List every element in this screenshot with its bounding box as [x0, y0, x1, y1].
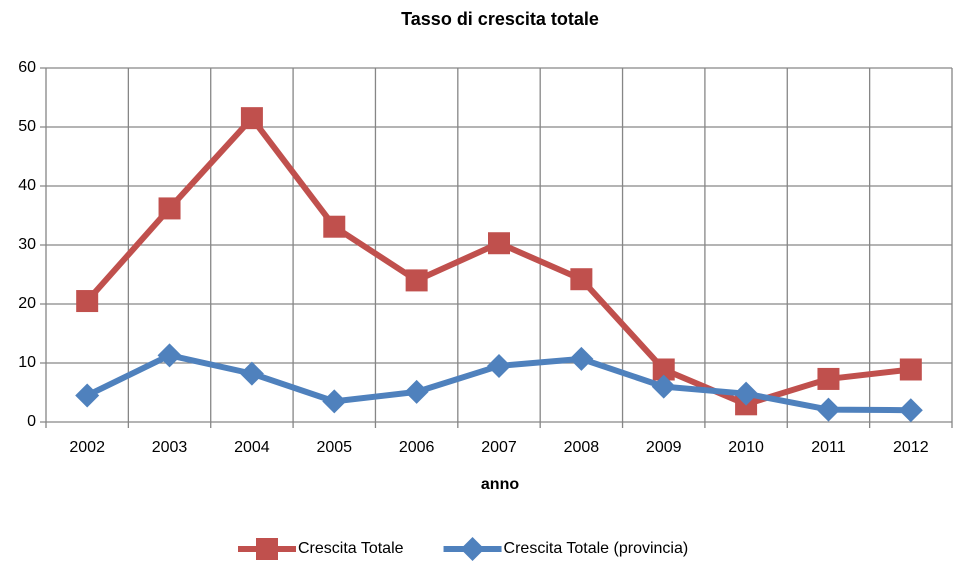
data-point: [816, 397, 841, 422]
x-tick-label: 2005: [316, 439, 352, 456]
x-tick-label: 2004: [234, 439, 270, 456]
y-tick-label: 60: [18, 59, 36, 76]
x-tick-label: 2012: [893, 439, 929, 456]
data-point: [76, 290, 99, 313]
y-tick-label: 0: [27, 413, 36, 430]
data-point: [651, 374, 676, 399]
x-tick-label: 2010: [728, 439, 764, 456]
data-point: [899, 358, 922, 381]
y-tick-label: 30: [18, 236, 36, 253]
legend-label: Crescita Totale (provincia): [504, 540, 689, 557]
data-point: [323, 215, 346, 238]
data-point: [158, 197, 181, 220]
x-axis-label: anno: [481, 476, 519, 493]
y-tick-label: 20: [18, 295, 36, 312]
x-tick-label: 2009: [646, 439, 682, 456]
legend-marker: [256, 538, 278, 560]
data-point: [488, 232, 510, 255]
data-point: [322, 389, 347, 414]
x-tick-label: 2002: [69, 439, 105, 456]
data-point: [240, 107, 263, 130]
legend-marker: [460, 537, 485, 561]
x-tick-label: 2003: [152, 439, 188, 456]
x-tick-label: 2011: [811, 439, 846, 456]
data-point: [75, 383, 100, 408]
x-tick-label: 2006: [399, 439, 435, 456]
data-point: [405, 269, 428, 292]
data-point: [898, 398, 923, 423]
data-point: [404, 379, 429, 404]
data-point: [570, 268, 593, 291]
data-point: [652, 358, 675, 381]
chart-title: Tasso di crescita totale: [401, 9, 599, 29]
legend-label: Crescita Totale: [298, 540, 404, 557]
y-tick-label: 50: [18, 118, 36, 135]
y-tick-label: 40: [18, 177, 36, 194]
data-point: [734, 381, 759, 406]
data-point: [157, 343, 182, 368]
data-point: [817, 367, 840, 390]
data-point: [569, 346, 594, 371]
x-tick-label: 2007: [481, 439, 517, 456]
y-tick-label: 10: [18, 354, 36, 371]
x-tick-label: 2008: [564, 439, 600, 456]
data-point: [239, 361, 264, 386]
data-point: [487, 353, 511, 378]
